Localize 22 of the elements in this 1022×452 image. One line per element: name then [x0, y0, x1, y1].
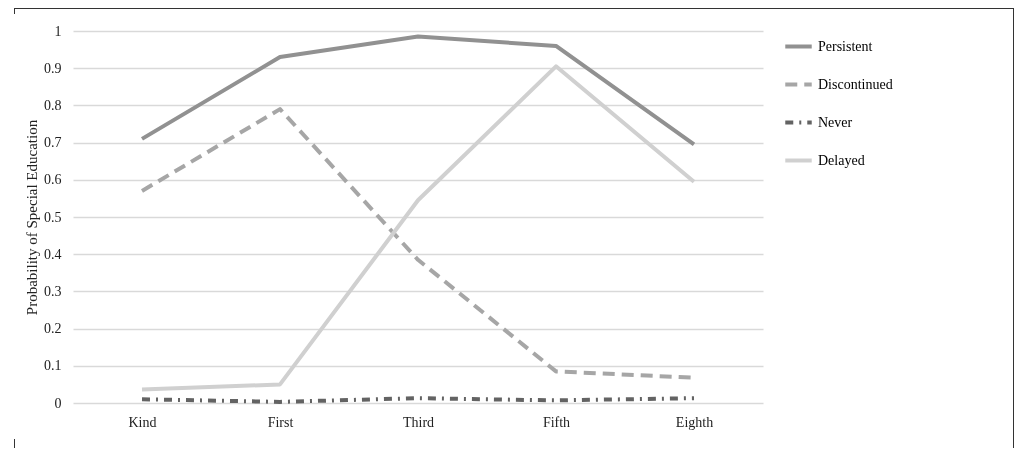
line-series: [140, 34, 696, 147]
legend-label: Never: [818, 114, 853, 130]
x-tick-label: Kind: [128, 414, 157, 430]
y-tick-label: 0.4: [44, 246, 62, 262]
x-tick-label: Fifth: [542, 414, 571, 430]
y-tick-label: 0.7: [44, 135, 62, 151]
y-tick-label: 0.8: [44, 97, 62, 113]
y-tick-label: 0.2: [44, 321, 62, 337]
legend-label: Delayed: [818, 152, 865, 168]
x-tick-label: Third: [402, 414, 435, 430]
legend-label: Discontinued: [818, 76, 893, 92]
y-tick-label: 0.5: [44, 209, 62, 225]
y-tick-label: 0.1: [44, 358, 62, 374]
y-tick-label: 0: [54, 395, 62, 411]
x-tick-label: First: [267, 414, 294, 430]
y-tick-label: 0.6: [44, 172, 62, 188]
y-tick-label: 0.3: [44, 283, 62, 299]
legend-label: Persistent: [818, 38, 873, 54]
y-tick-label: 1: [54, 23, 62, 39]
x-tick-label: Eighth: [675, 414, 714, 430]
y-axis-title: Probability of Special Education: [24, 119, 40, 316]
y-tick-label: 0.9: [44, 60, 62, 76]
